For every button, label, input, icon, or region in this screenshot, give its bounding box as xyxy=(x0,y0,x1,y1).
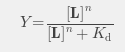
Text: $Y = \dfrac{[\mathbf{L}]^{n}}{[\mathbf{L}]^{n} + K_{\mathrm{d}}}$: $Y = \dfrac{[\mathbf{L}]^{n}}{[\mathbf{L… xyxy=(19,5,114,45)
